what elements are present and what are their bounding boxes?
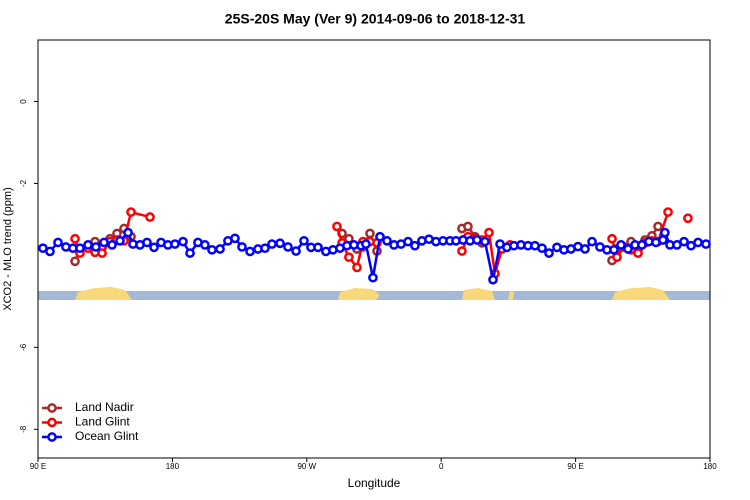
data-point (463, 221, 473, 232)
data-point (410, 240, 420, 251)
plot-frame (37, 39, 711, 459)
land-shape (462, 288, 495, 300)
data-point (97, 248, 107, 258)
y-tick-label: 0 (19, 99, 28, 104)
data-point (185, 248, 195, 258)
chart-title: 25S-20S May (Ver 9) 2014-09-06 to 2018-1… (225, 11, 526, 27)
data-point (275, 238, 285, 249)
land-sea-strip (38, 287, 710, 300)
data-point (633, 248, 643, 258)
y-tick-label: -2 (19, 179, 28, 187)
land-shape (508, 291, 514, 300)
land-shape (338, 288, 380, 300)
data-point (580, 244, 590, 254)
data-point (207, 244, 217, 255)
legend-label: Ocean Glint (75, 429, 139, 443)
data-point (142, 237, 152, 248)
land-shape (612, 287, 670, 300)
legend-label: Land Glint (75, 415, 130, 429)
data-point (107, 240, 117, 250)
data-point (368, 272, 378, 283)
data-point (365, 228, 375, 239)
y-tick-label: -8 (19, 425, 28, 433)
data-point (123, 227, 133, 238)
data-point (53, 237, 63, 248)
data-point (587, 236, 597, 247)
data-point (267, 239, 277, 249)
legend-marker (47, 403, 57, 413)
data-point (361, 239, 371, 249)
data-point (658, 235, 668, 245)
data-point (683, 213, 693, 224)
data-point (663, 207, 673, 217)
data-point (99, 237, 109, 248)
x-tick-label: 90 E (567, 462, 583, 471)
data-point (484, 227, 494, 238)
data-point (115, 235, 125, 246)
data-point (45, 246, 55, 257)
legend-label: Land Nadir (75, 400, 134, 414)
data-point (623, 244, 633, 254)
x-tick-label: 90 W (297, 462, 316, 471)
data-point (299, 235, 309, 246)
data-point (693, 237, 703, 248)
data-point (178, 236, 188, 247)
data-point (382, 235, 392, 246)
x-tick-label: 90 E (30, 462, 46, 471)
data-point (344, 252, 354, 263)
data-point (457, 246, 467, 256)
data-point (480, 236, 490, 247)
y-axis-label: XCO2 - MLO trend (ppm) (2, 187, 14, 310)
x-axis-label: Longitude (348, 476, 401, 490)
x-tick-label: 180 (703, 462, 717, 471)
data-point (230, 233, 240, 244)
data-point (544, 248, 554, 258)
data-point (660, 227, 670, 238)
data-point (616, 240, 626, 250)
data-point (537, 243, 547, 254)
data-point (149, 242, 159, 253)
data-point (70, 233, 80, 244)
data-point (607, 233, 617, 244)
data-point (679, 236, 689, 247)
data-point (170, 239, 180, 249)
data-point (200, 240, 210, 250)
data-point (375, 231, 385, 242)
x-tick-label: 180 (166, 462, 180, 471)
data-point (653, 221, 663, 232)
legend-marker (47, 417, 57, 428)
data-point (91, 242, 101, 252)
data-point (126, 207, 136, 217)
data-point (488, 274, 498, 285)
data-point (352, 262, 362, 273)
data-point (472, 235, 482, 245)
legend-item: Land Glint (42, 415, 130, 429)
land-shape (75, 287, 132, 300)
x-tick-label: 0 (439, 462, 444, 471)
data-point (245, 246, 255, 257)
data-point (260, 243, 270, 254)
legend-item: Ocean Glint (42, 429, 139, 443)
legend-marker (47, 432, 57, 442)
data-point (237, 242, 247, 252)
y-tick-label: -6 (19, 343, 28, 351)
data-point (403, 236, 413, 247)
data-point (145, 212, 155, 222)
data-point (313, 242, 323, 253)
data-point (291, 246, 301, 256)
data-point (612, 252, 622, 263)
data-point (701, 239, 711, 249)
legend-item: Land Nadir (42, 400, 134, 414)
data-point (283, 242, 293, 252)
data-point (215, 244, 225, 254)
data-point (75, 243, 85, 254)
data-point (70, 256, 80, 267)
data-point (332, 221, 342, 232)
data-point (609, 244, 619, 255)
data-point (83, 240, 93, 250)
